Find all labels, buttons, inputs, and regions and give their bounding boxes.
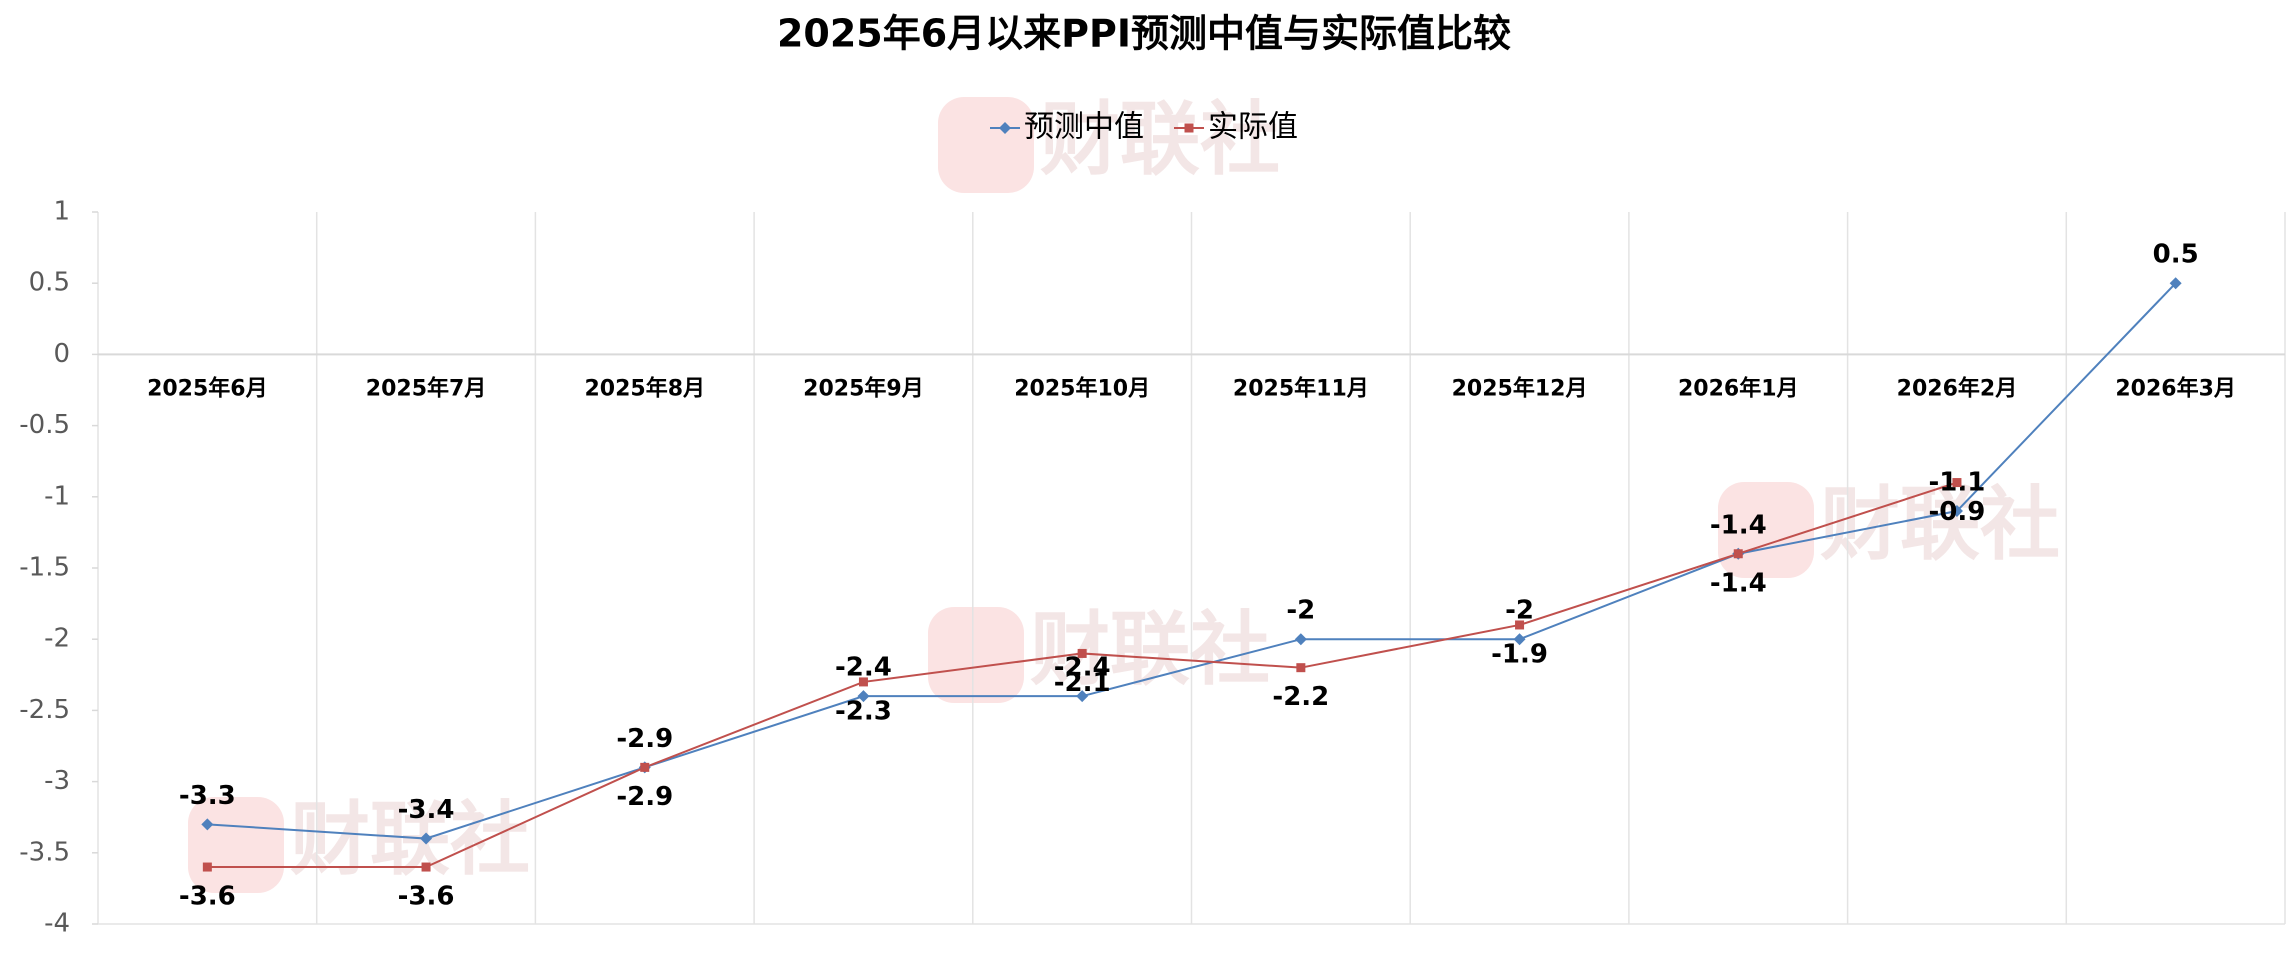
watermark: 财联社 [290,793,530,886]
legend-label: 实际值 [1208,110,1298,145]
data-label: -1.4 [1710,510,1767,540]
data-label: -3.6 [398,882,455,912]
x-tick-label: 2026年3月 [2115,375,2236,401]
x-tick-label: 2025年6月 [147,375,268,401]
marker [1515,620,1525,630]
y-tick-label: 0.5 [29,268,70,298]
watermark: 财联社 [1030,603,1270,696]
chart-title: 2025年6月以来PPI预测中值与实际值比较 [777,12,1511,56]
data-label: -2.1 [1054,668,1111,698]
y-tick-label: 0 [53,339,70,369]
legend-marker [1184,123,1194,133]
watermark-logo [938,97,1034,193]
watermark-logo [188,797,284,893]
marker [201,818,214,831]
watermark: 财联社 [1040,93,1280,186]
marker [1296,663,1306,673]
marker [2169,277,2182,290]
y-tick-label: -3.5 [19,837,70,867]
marker [421,862,431,872]
data-label: -2.9 [616,724,673,754]
data-label: -2.2 [1272,682,1329,712]
marker [1952,478,1962,488]
x-tick-label: 2025年12月 [1452,375,1588,401]
watermark: 财联社 [1820,478,2060,571]
marker [1950,505,1963,518]
y-tick-label: -2.5 [19,695,70,725]
x-tick-label: 2025年10月 [1014,375,1150,401]
x-tick-label: 2026年1月 [1678,375,1799,401]
marker [640,762,650,772]
data-label: -3.4 [398,795,455,825]
legend-marker [999,122,1011,134]
legend-label: 预测中值 [1024,110,1144,145]
data-label: -2.9 [616,782,673,812]
marker [858,677,868,687]
marker [1076,690,1089,703]
x-tick-label: 2025年8月 [584,375,705,401]
data-label: -3.3 [179,781,236,811]
watermark-logo [928,607,1024,703]
y-tick-label: 1 [53,197,70,227]
x-tick-label: 2025年9月 [803,375,924,401]
data-label: -1.4 [1710,568,1767,598]
y-tick-label: -0.5 [19,410,70,440]
data-label: -2 [1286,596,1315,626]
marker [1733,549,1743,559]
marker [1513,633,1526,646]
marker [857,690,870,703]
data-label: -3.6 [179,882,236,912]
data-label: -0.9 [1929,497,1986,527]
y-tick-label: -2 [44,624,70,654]
x-tick-label: 2026年2月 [1897,375,2018,401]
x-tick-label: 2025年7月 [366,375,487,401]
y-tick-label: -1 [44,481,70,511]
marker [202,862,212,872]
y-tick-label: -4 [44,909,70,939]
data-label: -1.9 [1491,639,1548,669]
marker [420,832,433,845]
data-label: 0.5 [2153,240,2199,270]
x-tick-label: 2025年11月 [1233,375,1369,401]
y-tick-label: -3 [44,766,70,796]
series-line [207,282,2177,840]
data-label: -2.3 [835,696,892,726]
y-tick-label: -1.5 [19,553,70,583]
marker [1077,648,1087,658]
marker [1294,633,1307,646]
